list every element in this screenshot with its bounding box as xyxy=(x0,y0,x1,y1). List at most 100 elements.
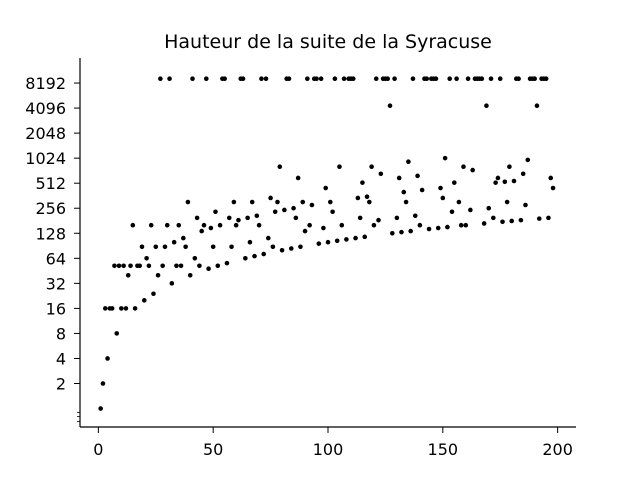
data-point xyxy=(456,199,462,205)
data-point xyxy=(169,281,175,286)
data-point xyxy=(185,199,191,205)
data-point xyxy=(452,180,457,185)
data-point xyxy=(98,406,103,411)
data-points xyxy=(98,76,556,411)
data-point xyxy=(128,263,133,269)
data-point xyxy=(252,253,257,259)
data-point xyxy=(293,215,299,221)
x-tick-label: 150 xyxy=(428,440,459,459)
data-point xyxy=(412,213,418,219)
y-tick-label: 16 xyxy=(46,299,66,318)
data-point xyxy=(204,76,209,82)
data-point xyxy=(277,164,283,170)
data-point xyxy=(286,76,292,82)
data-point xyxy=(387,103,393,109)
data-point xyxy=(484,103,489,109)
data-point xyxy=(272,209,278,215)
data-point xyxy=(367,199,372,205)
data-point xyxy=(139,244,145,250)
data-point xyxy=(488,76,494,82)
data-point xyxy=(282,207,287,213)
data-point xyxy=(344,237,349,242)
y-tick-label: 256 xyxy=(35,199,66,218)
data-point xyxy=(194,215,200,221)
data-point xyxy=(247,239,253,245)
data-point xyxy=(176,222,182,228)
data-point xyxy=(332,76,338,82)
data-point xyxy=(116,263,122,269)
data-point xyxy=(394,215,400,221)
data-point xyxy=(132,306,138,311)
data-point xyxy=(350,76,356,82)
data-point xyxy=(454,76,459,82)
data-point xyxy=(217,222,223,228)
data-point xyxy=(458,222,464,228)
data-point xyxy=(256,222,262,228)
data-point xyxy=(341,76,347,82)
data-point xyxy=(316,241,322,246)
data-point xyxy=(371,222,377,228)
data-point xyxy=(261,251,267,257)
data-point xyxy=(424,76,430,82)
chart-title: Hauteur de la suite de la Syracuse xyxy=(164,31,492,53)
data-point xyxy=(520,171,526,177)
data-point xyxy=(495,175,501,181)
data-point xyxy=(155,272,161,278)
data-point xyxy=(328,199,333,205)
data-point xyxy=(511,178,517,184)
data-point xyxy=(523,202,528,208)
data-point xyxy=(291,205,296,211)
data-point xyxy=(516,76,521,82)
data-point xyxy=(171,239,177,245)
data-point xyxy=(470,167,475,173)
data-point xyxy=(461,164,466,170)
data-point xyxy=(243,256,248,261)
y-tick-label: 8192 xyxy=(25,74,66,93)
data-point xyxy=(114,331,120,336)
data-point xyxy=(486,205,492,211)
data-point xyxy=(532,76,537,82)
data-point xyxy=(137,263,142,269)
data-point xyxy=(401,189,407,195)
data-point xyxy=(385,76,391,82)
data-point xyxy=(249,199,255,205)
y-tick-label: 1024 xyxy=(25,149,66,168)
data-point xyxy=(353,235,358,241)
data-point xyxy=(181,235,186,241)
data-point xyxy=(263,76,269,82)
data-point xyxy=(119,306,124,311)
y-tick-label: 2048 xyxy=(25,124,66,143)
data-point xyxy=(210,244,216,250)
data-point xyxy=(295,175,301,181)
y-axis-ticks: 2 4 8 16 32 64 128 256 512 1024 2048 4096 8192 xyxy=(25,74,80,422)
data-point xyxy=(406,159,411,165)
data-point xyxy=(334,238,340,244)
data-point xyxy=(151,291,156,297)
data-point xyxy=(325,239,331,245)
data-point xyxy=(187,272,193,278)
data-point xyxy=(215,263,221,269)
data-point xyxy=(109,306,115,311)
data-point xyxy=(199,228,204,234)
data-point xyxy=(307,222,312,228)
data-point xyxy=(415,173,420,179)
data-point xyxy=(123,306,129,311)
data-point xyxy=(268,195,273,201)
data-point xyxy=(449,209,455,215)
data-point xyxy=(201,222,207,228)
data-point xyxy=(224,260,230,266)
data-point xyxy=(183,244,188,250)
data-point xyxy=(231,199,237,205)
data-point xyxy=(226,215,232,221)
data-point xyxy=(548,175,554,181)
data-point xyxy=(330,209,335,215)
data-point xyxy=(270,244,276,250)
data-point xyxy=(546,215,551,221)
data-point xyxy=(433,76,439,82)
y-tick-label: 2 xyxy=(56,375,66,394)
data-point xyxy=(491,215,496,221)
data-point xyxy=(399,229,404,235)
data-point xyxy=(153,244,159,250)
data-point xyxy=(178,263,184,269)
data-point xyxy=(502,179,508,185)
